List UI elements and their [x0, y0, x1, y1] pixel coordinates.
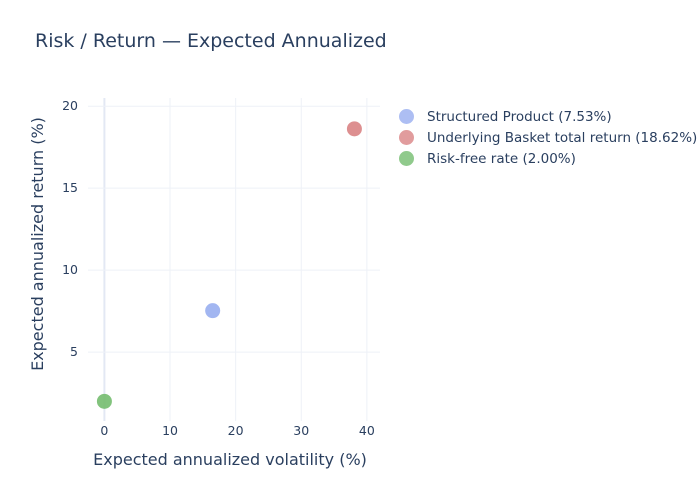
- legend-marker-icon: [399, 151, 414, 166]
- legend-item[interactable]: Structured Product (7.53%): [396, 106, 697, 127]
- y-tick-labels: 5 10 15 20: [62, 98, 78, 359]
- x-tick-label: 30: [293, 423, 309, 438]
- x-tick-labels: 0 10 20 30 40: [100, 423, 374, 438]
- legend-label: Structured Product (7.53%): [427, 108, 612, 125]
- data-point[interactable]: [96, 393, 112, 409]
- x-tick-label: 20: [228, 423, 244, 438]
- legend-label: Risk-free rate (2.00%): [427, 150, 576, 167]
- data-point[interactable]: [346, 121, 362, 137]
- legend-label: Underlying Basket total return (18.62%): [427, 129, 698, 146]
- legend-marker-icon: [399, 109, 414, 124]
- legend-item[interactable]: Underlying Basket total return (18.62%): [396, 127, 697, 148]
- x-axis-title: Expected annualized volatility (%): [93, 450, 367, 469]
- chart-title: Risk / Return — Expected Annualized: [35, 30, 387, 52]
- y-tick-label: 15: [62, 180, 78, 195]
- legend: Structured Product (7.53%) Underlying Bas…: [396, 106, 697, 169]
- x-tick-label: 40: [359, 423, 375, 438]
- y-axis-title: Expected annualized return (%): [28, 117, 47, 371]
- y-tick-label: 5: [70, 344, 78, 359]
- legend-item[interactable]: Risk-free rate (2.00%): [396, 148, 697, 169]
- grid-lines: [88, 98, 380, 421]
- x-tick-label: 0: [100, 423, 108, 438]
- y-tick-label: 20: [62, 98, 78, 113]
- data-points[interactable]: [96, 121, 362, 409]
- y-tick-label: 10: [62, 262, 78, 277]
- x-tick-label: 10: [162, 423, 178, 438]
- data-point[interactable]: [205, 303, 221, 319]
- legend-marker-icon: [399, 130, 414, 145]
